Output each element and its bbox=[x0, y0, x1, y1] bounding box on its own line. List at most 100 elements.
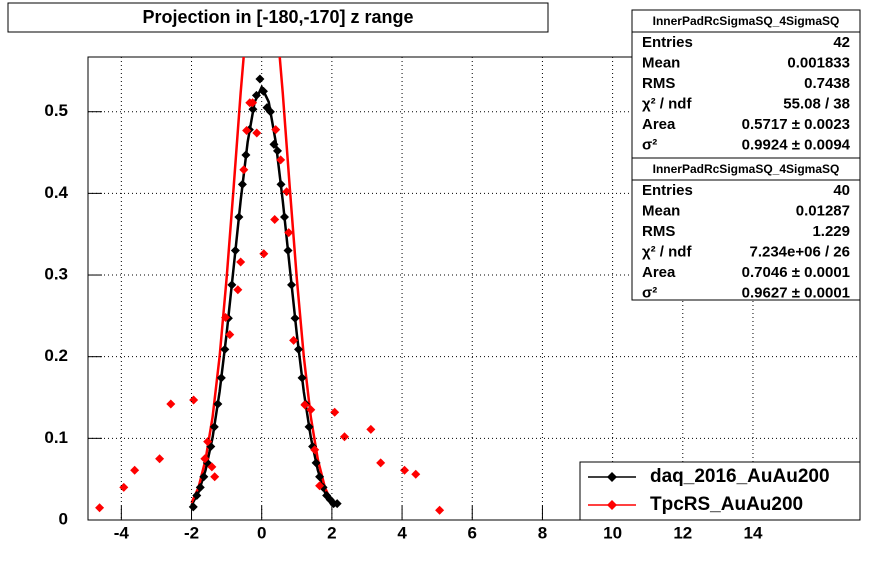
y-tick-label: 0.4 bbox=[44, 183, 68, 202]
data-point bbox=[270, 214, 280, 224]
chart-title: Projection in [-180,-170] z range bbox=[142, 7, 413, 27]
data-point bbox=[304, 422, 314, 432]
legend-marker bbox=[607, 472, 617, 482]
fit-curve bbox=[190, 84, 333, 506]
data-point bbox=[230, 246, 240, 256]
data-point bbox=[332, 499, 342, 509]
data-point bbox=[284, 228, 294, 238]
data-point bbox=[272, 146, 282, 156]
data-point bbox=[220, 344, 230, 354]
data-point bbox=[252, 128, 262, 138]
x-tick-label: -4 bbox=[114, 523, 130, 542]
data-point bbox=[200, 454, 210, 464]
data-point bbox=[265, 107, 275, 117]
data-point bbox=[236, 257, 246, 267]
data-point bbox=[251, 90, 261, 100]
data-point bbox=[340, 432, 350, 442]
data-point bbox=[166, 399, 176, 409]
stats-label: Area bbox=[642, 264, 676, 281]
stats-label: σ² bbox=[642, 284, 657, 301]
stats-label: Entries bbox=[642, 34, 693, 51]
data-point bbox=[213, 399, 223, 409]
stats-label: χ² / ndf bbox=[642, 243, 692, 260]
data-point bbox=[294, 344, 304, 354]
legend-box bbox=[579, 461, 861, 521]
data-point bbox=[237, 179, 247, 189]
stats-label: Area bbox=[642, 116, 676, 133]
x-tick-label: 14 bbox=[744, 523, 763, 542]
data-point bbox=[280, 212, 290, 222]
data-point bbox=[207, 462, 217, 472]
stats-value: 1.229 bbox=[812, 223, 850, 240]
stats-label: χ² / ndf bbox=[642, 95, 692, 112]
stats-value: 55.08 / 38 bbox=[783, 95, 850, 112]
data-point bbox=[310, 445, 320, 455]
legend-label: TpcRS_AuAu200 bbox=[650, 494, 803, 515]
data-point bbox=[248, 104, 258, 114]
data-point bbox=[209, 422, 219, 432]
y-tick-label: 0.3 bbox=[44, 265, 68, 284]
stats-title: InnerPadRcSigmaSQ_4SigmaSQ bbox=[653, 14, 840, 28]
data-point bbox=[282, 187, 292, 197]
stats-value: 0.001833 bbox=[787, 54, 850, 71]
data-point bbox=[95, 503, 105, 513]
stats-value: 0.9924 ± 0.0094 bbox=[742, 136, 851, 153]
stats-label: Mean bbox=[642, 202, 680, 219]
x-tick-label: 8 bbox=[538, 523, 547, 542]
x-tick-label: 2 bbox=[327, 523, 336, 542]
data-point bbox=[199, 472, 209, 482]
stats-value: 42 bbox=[833, 34, 850, 51]
data-point bbox=[315, 472, 325, 482]
y-tick-label: 0.5 bbox=[44, 101, 68, 120]
data-point bbox=[155, 454, 165, 464]
stats-box bbox=[631, 157, 861, 301]
stats-label: Mean bbox=[642, 54, 680, 71]
data-point bbox=[315, 481, 325, 491]
data-point bbox=[306, 405, 316, 415]
data-point bbox=[283, 246, 293, 256]
y-tick-label: 0 bbox=[59, 509, 68, 528]
y-tick-label: 0.1 bbox=[44, 428, 68, 447]
data-point bbox=[239, 165, 249, 175]
data-point bbox=[242, 125, 252, 135]
data-point bbox=[435, 505, 445, 515]
data-point bbox=[192, 491, 202, 501]
data-point bbox=[276, 179, 286, 189]
data-point bbox=[216, 373, 226, 383]
data-point bbox=[203, 437, 213, 447]
data-point bbox=[300, 400, 310, 410]
stats-value: 0.01287 bbox=[796, 202, 850, 219]
stats-box bbox=[631, 9, 861, 159]
title-box bbox=[7, 2, 549, 33]
data-point bbox=[276, 155, 286, 165]
legend-marker bbox=[607, 500, 617, 510]
y-tick-label: 0.2 bbox=[44, 346, 68, 365]
stats-value: 0.7438 bbox=[804, 75, 850, 92]
data-point bbox=[269, 139, 279, 149]
x-tick-label: 4 bbox=[397, 523, 407, 542]
stats-value: 40 bbox=[833, 182, 850, 199]
stats-label: RMS bbox=[642, 223, 675, 240]
stats-value: 0.5717 ± 0.0023 bbox=[742, 116, 850, 133]
data-point bbox=[241, 150, 251, 160]
x-tick-label: 6 bbox=[468, 523, 477, 542]
stats-value: 0.7046 ± 0.0001 bbox=[742, 264, 850, 281]
data-point bbox=[221, 312, 231, 322]
data-point bbox=[271, 125, 281, 135]
data-point bbox=[195, 482, 205, 492]
data-point bbox=[311, 458, 321, 468]
data-point bbox=[233, 285, 243, 295]
data-point bbox=[227, 280, 237, 290]
data-point bbox=[290, 313, 300, 323]
data-point bbox=[366, 424, 376, 434]
stats-label: RMS bbox=[642, 75, 675, 92]
data-point bbox=[289, 335, 299, 345]
legend-label: daq_2016_AuAu200 bbox=[650, 466, 830, 487]
fit-curve bbox=[190, 57, 334, 504]
stats-label: Entries bbox=[642, 182, 693, 199]
data-point bbox=[130, 465, 140, 475]
data-point bbox=[225, 330, 235, 340]
stats-value: 7.234e+06 / 26 bbox=[749, 243, 850, 260]
x-tick-label: 10 bbox=[603, 523, 622, 542]
